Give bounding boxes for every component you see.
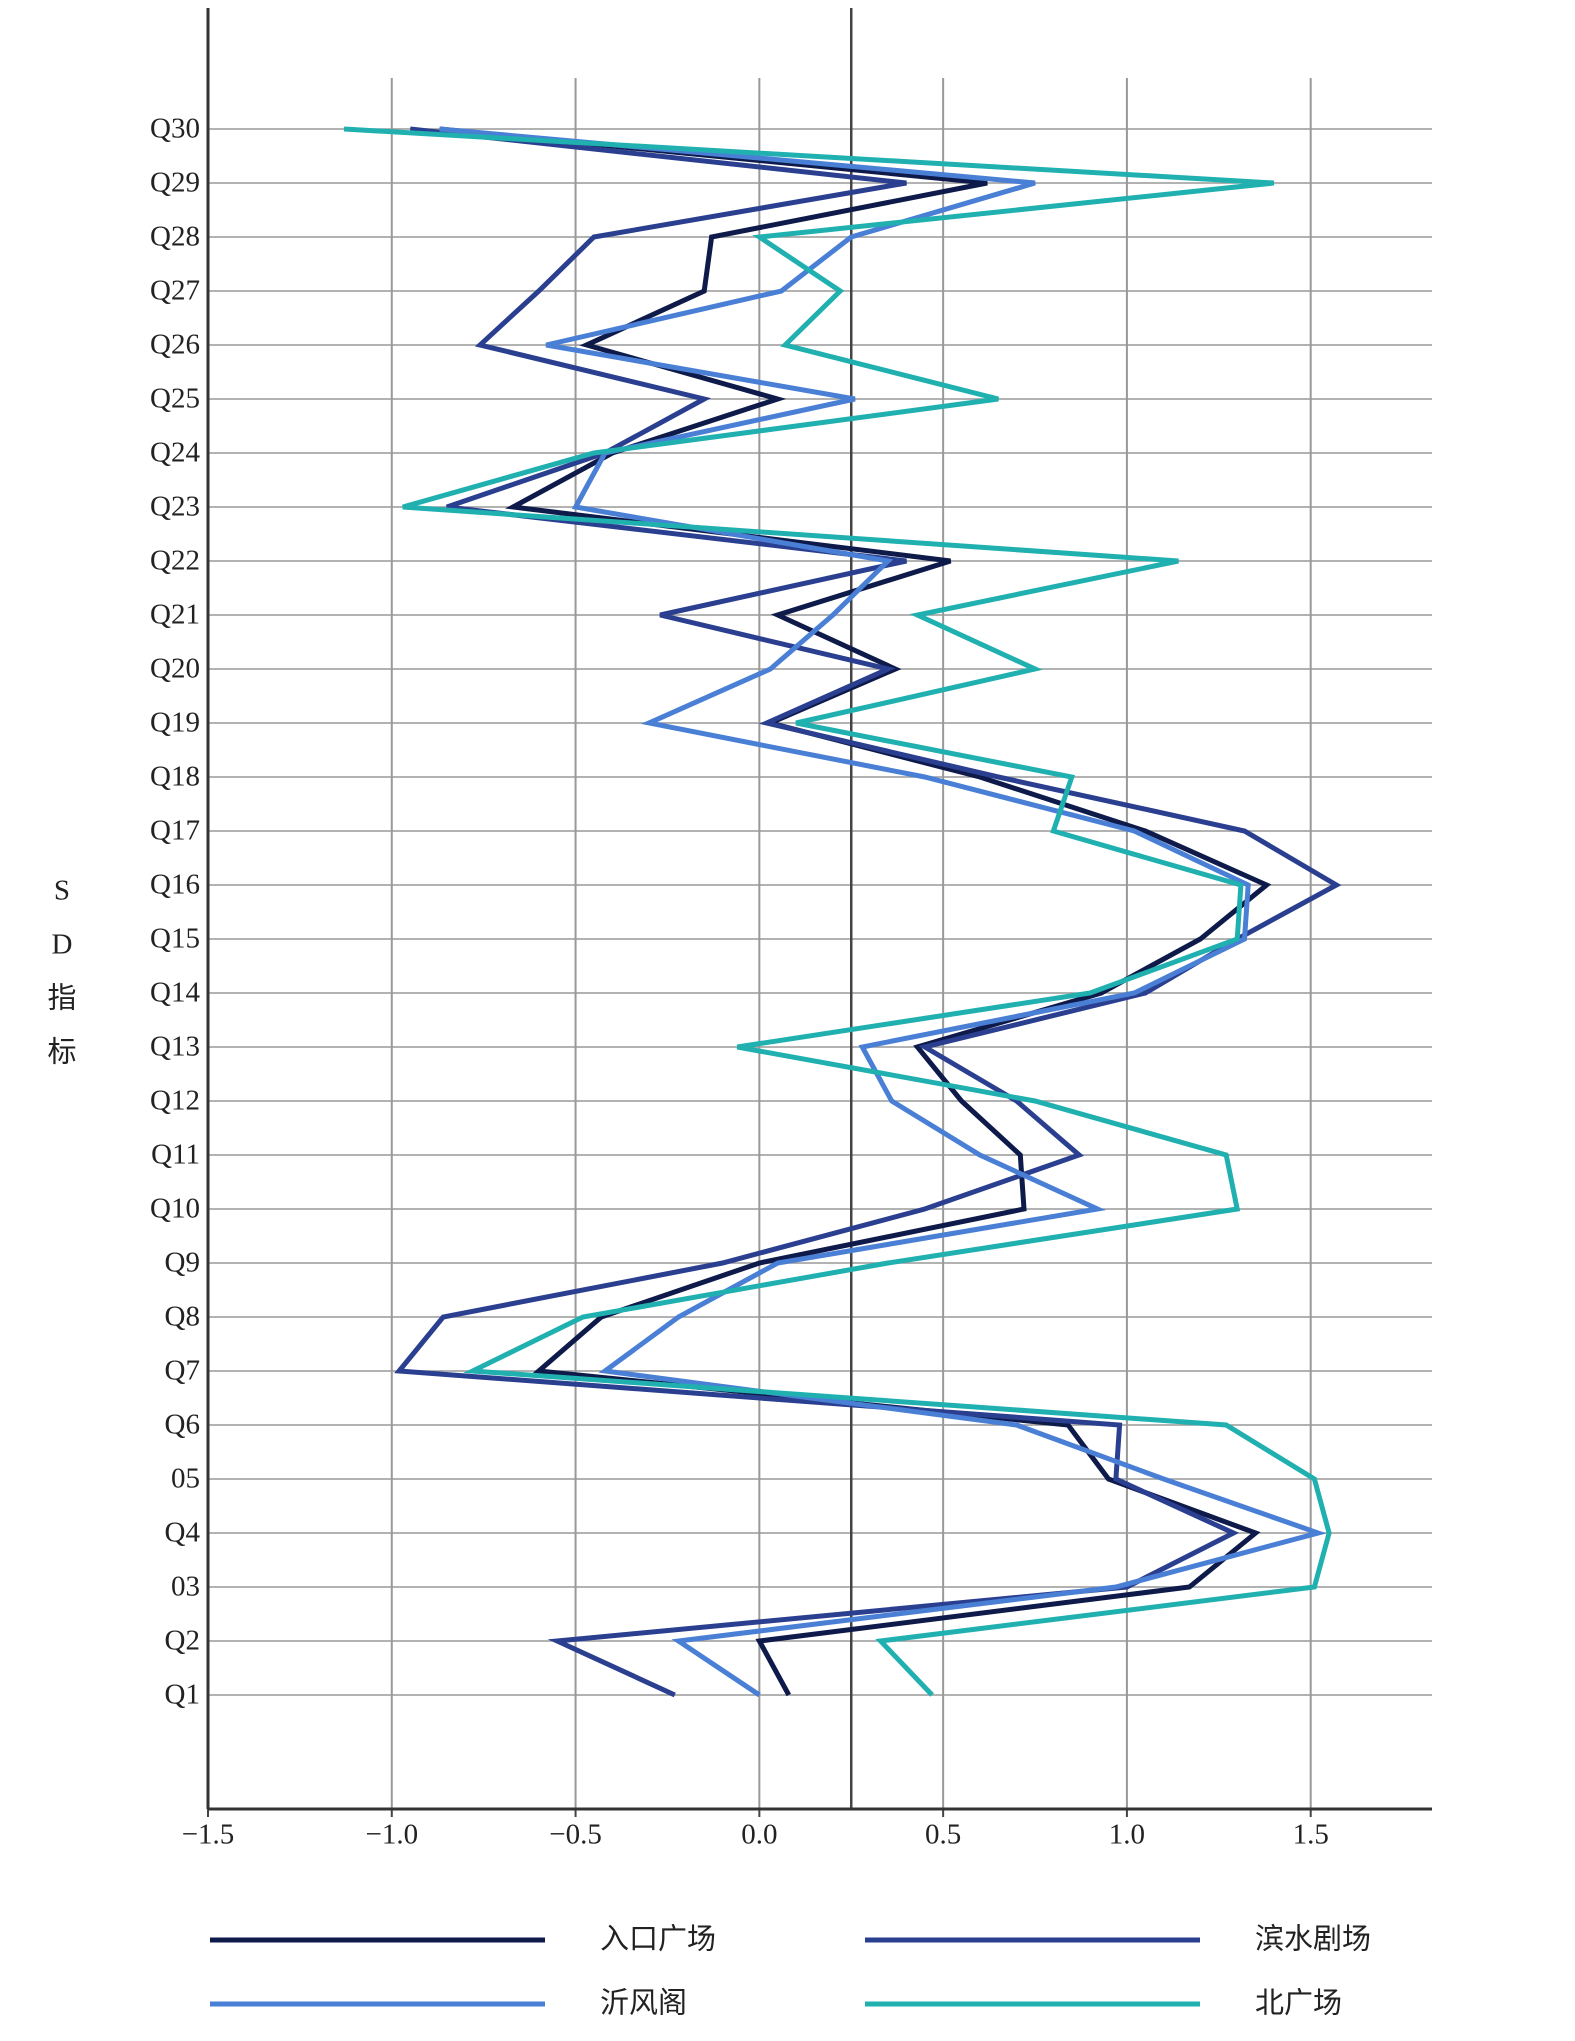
y-axis-label: D <box>52 929 73 961</box>
y-tick-label: Q1 <box>165 1679 200 1711</box>
y-tick-label: Q14 <box>150 977 200 1009</box>
y-tick-label: Q28 <box>150 221 200 253</box>
y-tick-label: Q6 <box>165 1409 200 1441</box>
y-tick-label: Q24 <box>150 437 200 469</box>
x-tick-label: −1.5 <box>182 1819 235 1851</box>
x-tick-label: 0.0 <box>741 1819 777 1851</box>
series-line <box>343 126 1332 1697</box>
y-tick-label: 03 <box>171 1571 200 1603</box>
y-tick-label: Q13 <box>150 1031 200 1063</box>
y-tick-label: 05 <box>171 1463 200 1495</box>
legend-label: 入口广场 <box>600 1923 716 1956</box>
series-line <box>439 126 1327 1698</box>
y-tick-label: Q25 <box>150 383 200 415</box>
y-tick-label: Q11 <box>151 1139 200 1171</box>
y-tick-label: Q21 <box>150 599 200 631</box>
legend-label: 北广场 <box>1255 1987 1342 2020</box>
y-tick-label: Q12 <box>150 1085 200 1117</box>
y-tick-label: Q8 <box>165 1301 200 1333</box>
x-tick-label: 1.5 <box>1293 1819 1329 1851</box>
y-tick-label: Q7 <box>165 1355 200 1387</box>
x-tick-label: 1.0 <box>1109 1819 1145 1851</box>
y-axis-label: S <box>54 875 70 907</box>
x-tick-label: 0.5 <box>925 1819 961 1851</box>
x-tick-label: −1.0 <box>365 1819 418 1851</box>
series-line <box>439 126 1272 1697</box>
y-tick-label: Q20 <box>150 653 200 685</box>
y-tick-label: Q17 <box>150 815 200 847</box>
y-tick-label: Q16 <box>150 869 200 901</box>
y-tick-label: Q2 <box>165 1625 200 1657</box>
y-tick-label: Q22 <box>150 545 200 577</box>
y-tick-label: Q19 <box>150 707 200 739</box>
y-axis-label: 标 <box>47 1036 76 1069</box>
x-tick-label: −0.5 <box>549 1819 602 1851</box>
y-tick-label: Q15 <box>150 923 200 955</box>
y-axis-label: 指 <box>47 982 76 1015</box>
y-tick-label: Q27 <box>150 275 200 307</box>
y-tick-label: Q23 <box>150 491 200 523</box>
series-line <box>394 126 1342 1698</box>
y-tick-label: Q26 <box>150 329 200 361</box>
y-tick-label: Q9 <box>165 1247 200 1279</box>
y-tick-label: Q18 <box>150 761 200 793</box>
y-tick-label: Q4 <box>165 1517 201 1549</box>
y-tick-label: Q10 <box>150 1193 200 1225</box>
y-tick-label: Q30 <box>150 113 200 145</box>
y-tick-label: Q29 <box>150 167 200 199</box>
legend-label: 滨水剧场 <box>1255 1923 1371 1956</box>
legend-label: 沂风阁 <box>600 1987 687 2020</box>
